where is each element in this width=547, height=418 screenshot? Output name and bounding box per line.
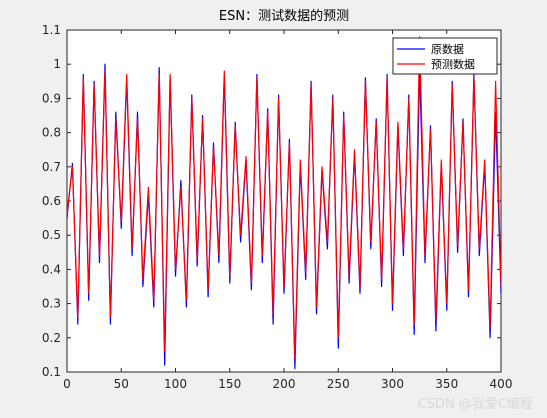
x-tick-label: 200 (273, 377, 296, 391)
legend: 原数据 预测数据 (392, 37, 498, 75)
legend-label-predicted: 预测数据 (431, 57, 475, 71)
chart-title: ESN：测试数据的预测 (219, 8, 349, 24)
legend-label-original: 原数据 (431, 42, 464, 56)
x-tick-label: 300 (381, 377, 404, 391)
y-tick-label: 0.4 (42, 262, 61, 276)
x-tick-label: 50 (114, 377, 129, 391)
x-tick-label: 150 (218, 377, 241, 391)
watermark: CSDN @我爱C编程 (417, 397, 533, 412)
y-tick-label: 1.1 (42, 23, 61, 37)
y-tick-label: 0.6 (42, 194, 61, 208)
y-tick-label: 0.7 (42, 160, 61, 174)
x-tick-label: 250 (327, 377, 350, 391)
y-tick-label: 0.8 (42, 126, 61, 140)
y-tick-label: 0.9 (42, 91, 61, 105)
legend-box (392, 37, 498, 75)
x-tick-label: 400 (490, 377, 513, 391)
y-tick-label: 0.3 (42, 297, 61, 311)
y-tick-label: 0.5 (42, 228, 61, 242)
plot-area (66, 29, 502, 373)
y-tick-label: 1 (53, 57, 61, 71)
y-tick-label: 0.1 (42, 365, 61, 379)
axis-ticks: 0 50 100 150 200 250 300 350 400 0.1 0.2 0.3 0.4 0.5 0… (42, 23, 513, 391)
x-tick-label: 350 (435, 377, 458, 391)
data-series (66, 36, 502, 370)
x-tick-label: 100 (164, 377, 187, 391)
x-tick-label: 0 (63, 377, 71, 391)
series-line-predicted (66, 36, 502, 359)
y-tick-label: 0.2 (42, 331, 61, 345)
